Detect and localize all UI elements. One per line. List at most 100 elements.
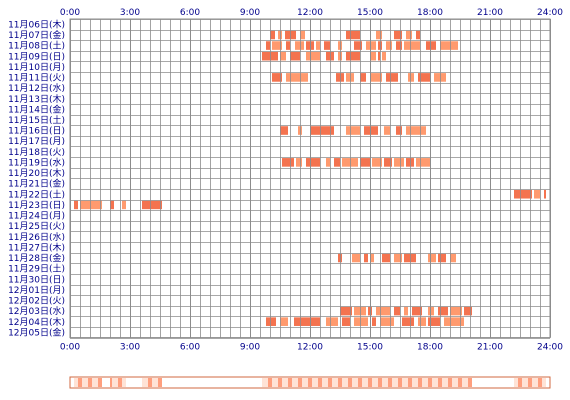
row-label: 11月07日(金) bbox=[8, 29, 65, 41]
x-tick-label-bottom: 12:00 bbox=[297, 343, 323, 353]
summary-mark bbox=[402, 378, 404, 387]
summary-mark bbox=[398, 378, 400, 387]
summary-mark bbox=[536, 378, 538, 387]
summary-mark bbox=[372, 378, 374, 387]
x-tick-label-top: 0:00 bbox=[60, 8, 80, 18]
activity-bar bbox=[378, 51, 380, 61]
summary-mark bbox=[272, 378, 274, 387]
activity-bar bbox=[444, 317, 464, 326]
row-label: 12月03日(水) bbox=[8, 305, 65, 317]
summary-mark bbox=[88, 378, 90, 387]
summary-mark bbox=[312, 378, 314, 387]
activity-bar bbox=[286, 41, 290, 50]
row-label: 11月13日(木) bbox=[8, 93, 65, 105]
summary-mark bbox=[538, 378, 540, 387]
summary-mark bbox=[124, 378, 126, 387]
x-tick-label-bottom: 9:00 bbox=[240, 343, 260, 353]
activity-bar bbox=[262, 51, 278, 61]
row-label: 11月09日(日) bbox=[8, 51, 65, 62]
row-label: 11月30日(日) bbox=[8, 274, 65, 285]
summary-mark bbox=[366, 378, 368, 387]
summary-mark bbox=[336, 378, 338, 387]
summary-mark bbox=[348, 378, 350, 387]
activity-bar bbox=[280, 126, 288, 135]
activity-bar bbox=[394, 158, 404, 167]
x-tick-label-top: 12:00 bbox=[297, 8, 323, 18]
activity-bar bbox=[404, 253, 416, 263]
activity-bar bbox=[324, 41, 330, 50]
activity-bar bbox=[360, 73, 366, 82]
activity-bar bbox=[534, 189, 540, 199]
summary-mark bbox=[328, 378, 330, 387]
activity-bar bbox=[310, 126, 334, 135]
summary-mark bbox=[308, 378, 310, 387]
activity-bar bbox=[370, 73, 382, 82]
activity-bar bbox=[360, 158, 370, 167]
summary-mark bbox=[454, 378, 456, 387]
summary-mark bbox=[276, 378, 278, 387]
summary-mark bbox=[144, 378, 146, 387]
summary-mark bbox=[332, 378, 334, 387]
summary-mark bbox=[384, 378, 386, 387]
row-label: 11月16日(日) bbox=[8, 126, 65, 137]
summary-mark bbox=[460, 378, 462, 387]
summary-mark bbox=[406, 378, 408, 387]
summary-mark bbox=[286, 378, 288, 387]
row-label: 11月18日(火) bbox=[8, 147, 65, 158]
summary-mark bbox=[268, 378, 270, 387]
summary-mark bbox=[288, 378, 290, 387]
summary-mark bbox=[438, 378, 440, 387]
summary-mark bbox=[316, 378, 318, 387]
summary-mark bbox=[352, 378, 354, 387]
activity-bar bbox=[440, 41, 458, 50]
summary-mark bbox=[78, 378, 80, 387]
activity-bar bbox=[418, 73, 430, 82]
summary-mark bbox=[318, 378, 320, 387]
summary-mark bbox=[322, 378, 324, 387]
activity-bar bbox=[404, 41, 420, 50]
summary-mark bbox=[450, 378, 452, 387]
activity-bar bbox=[438, 253, 446, 263]
summary-mark bbox=[386, 378, 388, 387]
summary-mark bbox=[464, 378, 466, 387]
activity-bar bbox=[346, 73, 354, 82]
row-label: 11月08日(土) bbox=[8, 40, 65, 52]
activity-bar bbox=[404, 306, 408, 316]
activity-bar bbox=[416, 30, 420, 40]
row-label: 11月26日(水) bbox=[8, 231, 65, 243]
activity-bar bbox=[326, 51, 334, 61]
summary-mark bbox=[544, 378, 546, 387]
activity-bar bbox=[278, 30, 282, 40]
summary-mark bbox=[396, 378, 398, 387]
activity-bar bbox=[80, 200, 102, 210]
summary-mark bbox=[380, 378, 382, 387]
summary-mark bbox=[298, 378, 300, 387]
summary-mark bbox=[458, 378, 460, 387]
summary-mark bbox=[156, 378, 158, 387]
activity-bar bbox=[282, 158, 294, 167]
summary-mark bbox=[86, 378, 88, 387]
summary-mark bbox=[444, 378, 446, 387]
summary-mark bbox=[146, 378, 148, 387]
summary-mark bbox=[522, 378, 524, 387]
activity-bar bbox=[342, 158, 358, 167]
row-label: 11月20日(木) bbox=[8, 167, 65, 179]
x-tick-label-bottom: 21:00 bbox=[477, 343, 503, 353]
activity-bar bbox=[336, 73, 344, 82]
row-label: 11月25日(火) bbox=[8, 221, 65, 232]
summary-mark bbox=[270, 378, 272, 387]
summary-mark bbox=[356, 378, 358, 387]
activity-bar bbox=[326, 317, 338, 326]
summary-mark bbox=[426, 378, 428, 387]
summary-mark bbox=[118, 378, 120, 387]
summary-mark bbox=[84, 378, 86, 387]
activity-bar bbox=[326, 158, 330, 167]
summary-mark bbox=[526, 378, 528, 387]
x-tick-label-top: 6:00 bbox=[180, 8, 200, 18]
row-label: 11月29日(土) bbox=[8, 263, 65, 275]
x-tick-label-top: 3:00 bbox=[120, 8, 140, 18]
row-label: 11月06日(木) bbox=[8, 18, 65, 30]
row-label: 11月28日(金) bbox=[8, 252, 65, 264]
activity-bar bbox=[338, 51, 342, 61]
summary-mark bbox=[432, 378, 434, 387]
